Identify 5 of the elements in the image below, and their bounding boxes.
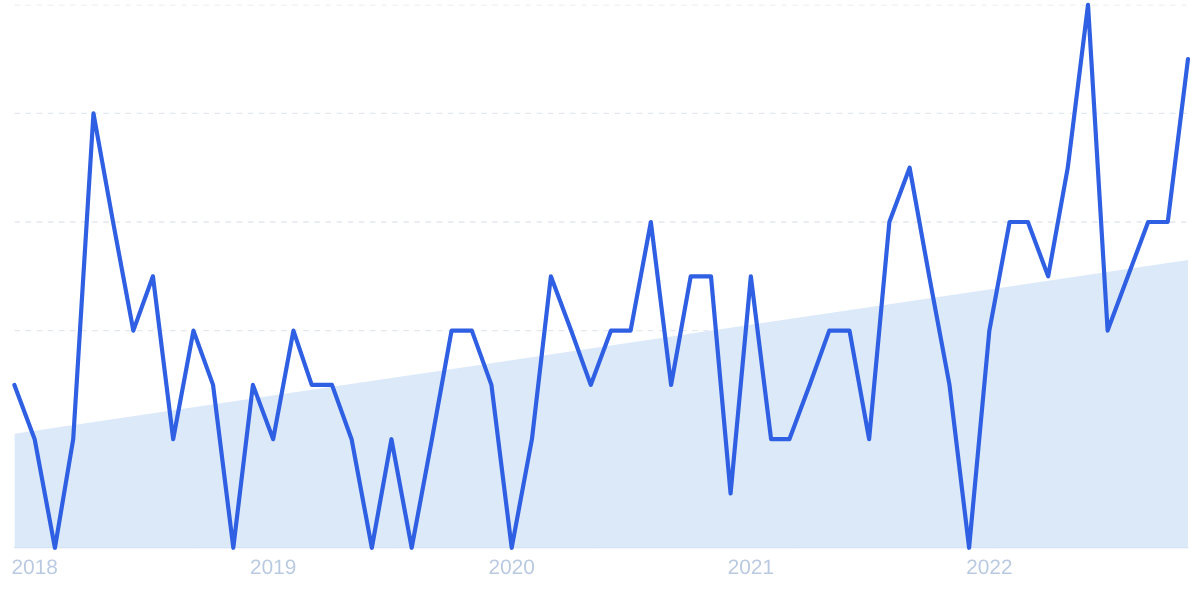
x-tick-label: 2022	[967, 559, 1012, 575]
x-tick-label: 2021	[728, 559, 773, 575]
x-tick-label: 2020	[489, 559, 535, 575]
x-tick-label: 2018	[12, 559, 57, 575]
x-tick-label: 2019	[251, 559, 296, 575]
